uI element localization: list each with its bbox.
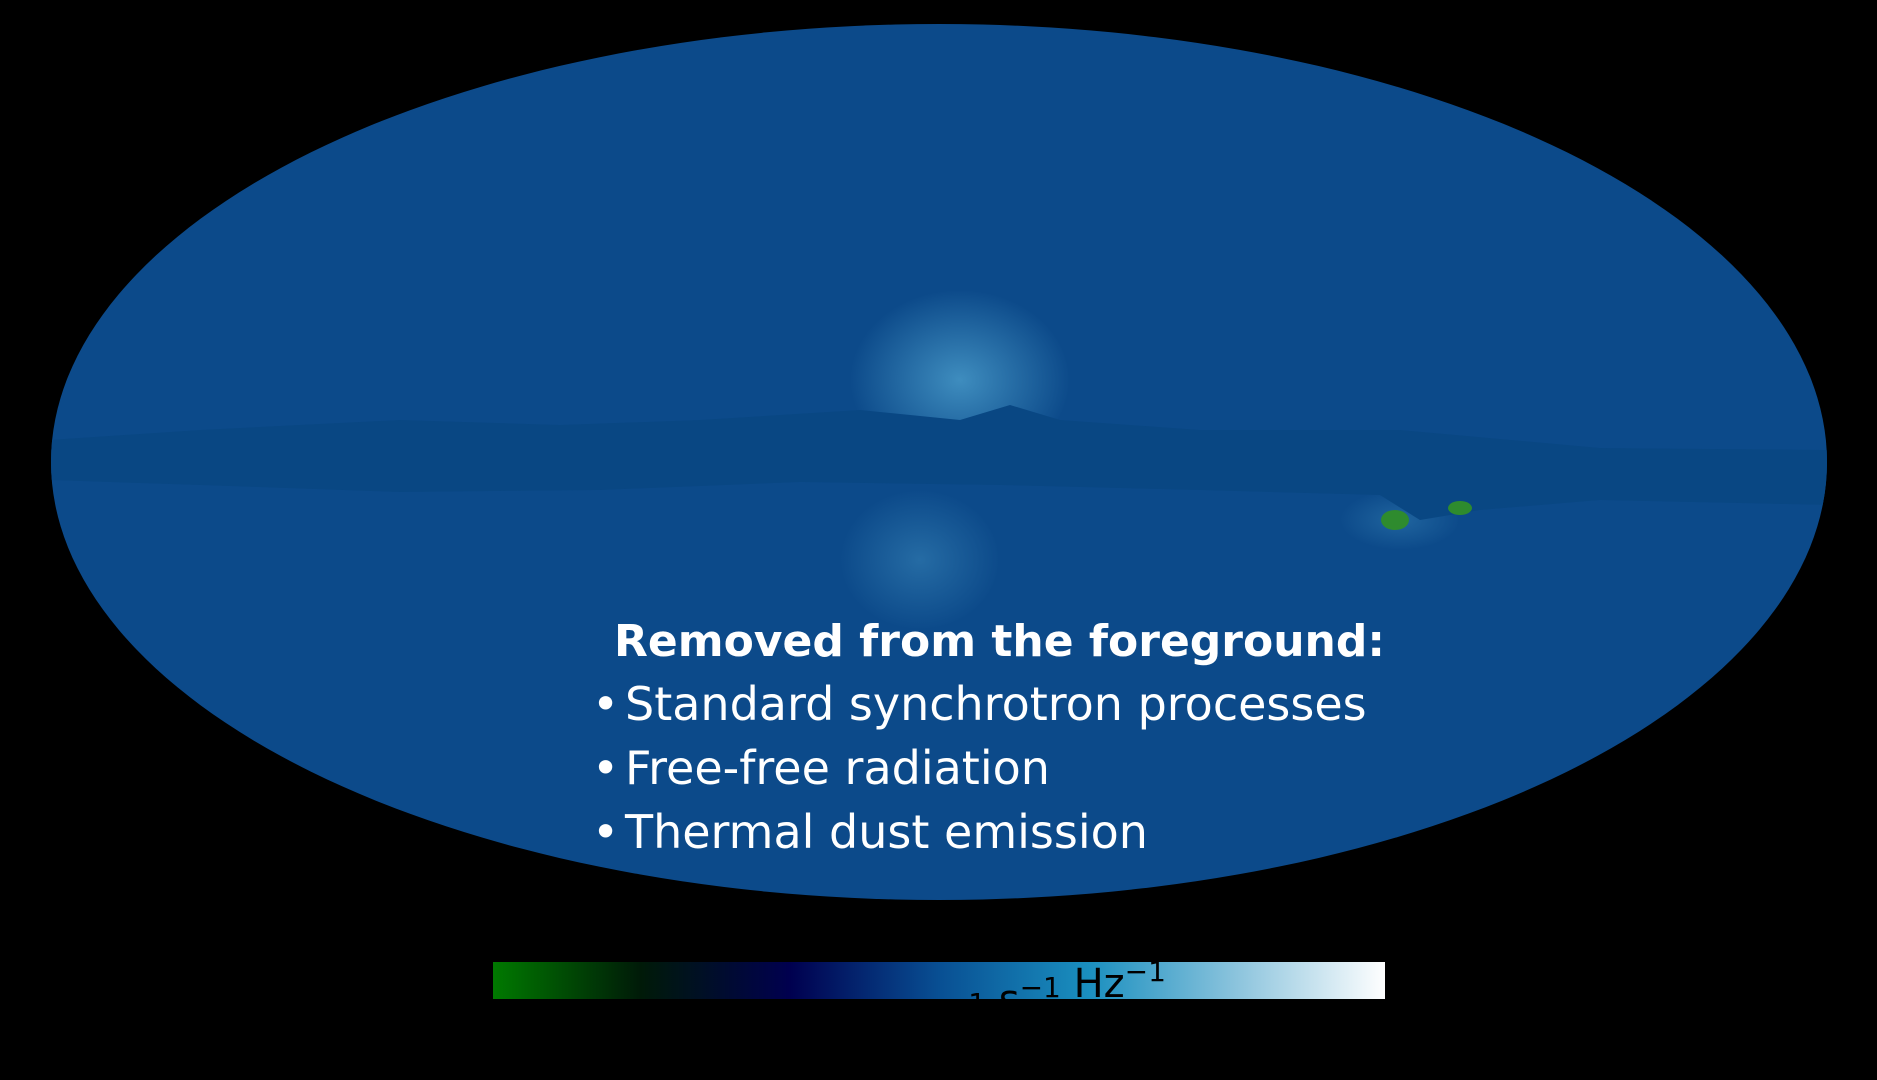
green-spot <box>1381 510 1409 530</box>
screen: Removed from the foreground: • Standard … <box>0 0 1877 1080</box>
bullet-marker: • <box>592 677 619 731</box>
unit-text: erg cm <box>714 1009 853 1055</box>
unit-text: Hz <box>1074 961 1125 1007</box>
unit-exponent: −1 <box>1020 971 1061 1004</box>
unit-exponent: −1 <box>1125 955 1166 988</box>
bullet-marker: • <box>592 741 619 795</box>
bullet-marker: • <box>592 805 619 859</box>
bright-region <box>840 490 1000 630</box>
overlay-bullet: Free-free radiation <box>625 741 1050 795</box>
unit-text: s <box>999 977 1020 1023</box>
unit-text: sr <box>907 993 945 1039</box>
unit-exponent: −1 <box>945 987 986 1020</box>
overlay-heading: Removed from the foreground: <box>614 616 1385 667</box>
green-spot <box>1448 501 1472 515</box>
unit-exponent: −2 <box>853 1003 894 1036</box>
overlay-bullet: Standard synchrotron processes <box>625 677 1367 731</box>
colorbar-tick-label: -1.69774e-20 <box>401 1017 583 1048</box>
overlay-bullet: Thermal dust emission <box>624 805 1148 859</box>
colorbar-tick-label: 1.85922e-20 <box>1300 1017 1472 1048</box>
